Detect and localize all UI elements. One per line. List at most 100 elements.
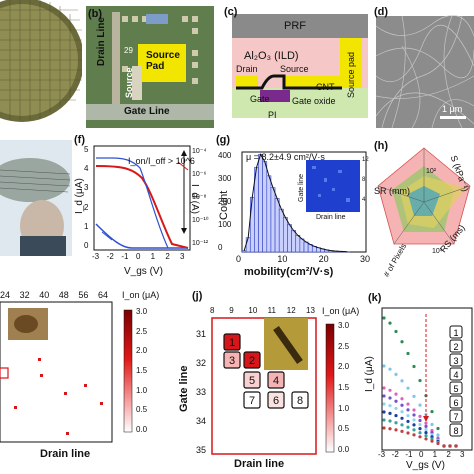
k-data-point — [412, 423, 416, 427]
k-x-tick: 0 — [419, 450, 424, 459]
k-data-point — [454, 444, 458, 448]
k-data-point — [430, 410, 434, 414]
k-data-point — [418, 435, 422, 439]
mobility-annotation: μ = 8.2±4.9 cm²/V·s — [246, 152, 325, 162]
k-data-point — [412, 433, 416, 437]
k-data-point — [388, 411, 392, 415]
histogram-bar — [295, 235, 301, 253]
gate-line-label: Gate Line — [124, 106, 170, 117]
i-colorbar-title: I_on (μA) — [122, 290, 160, 300]
k-data-point — [406, 351, 410, 356]
f-right-y-tick: 10⁻⁶ — [192, 171, 207, 178]
wafer-photo — [0, 0, 82, 132]
k-data-point — [424, 427, 428, 432]
pixel-layout-image — [86, 6, 214, 128]
prf-layer — [232, 14, 368, 38]
i-colorbar-tick: 1.5 — [136, 366, 148, 375]
j-cell-box — [267, 391, 285, 409]
f-y-tick: 3 — [84, 183, 89, 193]
g-xlabel: mobility(cm²/V·s) — [244, 266, 334, 278]
panel-b-label: (b) — [88, 8, 103, 20]
f-x-tick: 0 — [136, 252, 141, 261]
pad-number: 29 — [124, 46, 133, 55]
k-data-point — [388, 404, 392, 408]
j-xlabel: Drain line — [234, 458, 285, 470]
k-x-tick: -3 — [378, 450, 386, 459]
k-data-point — [448, 444, 452, 448]
cnt-layer — [236, 74, 342, 90]
k-data-point — [400, 410, 404, 414]
f-xlabel: V_gs (V) — [124, 266, 163, 277]
k-ylabel: I_d (μA) — [364, 356, 375, 392]
cnt-label: CNT — [316, 82, 335, 92]
j-y-tick: 34 — [196, 416, 207, 426]
j-cell-number: 8 — [297, 395, 303, 407]
i-active-pixels — [14, 358, 103, 435]
i-xlabel: Drain line — [40, 448, 91, 460]
panel-d-label: (d) — [374, 6, 389, 18]
j-x-tick: 12 — [286, 306, 296, 315]
k-legend-label: 6 — [453, 398, 458, 408]
k-data-point — [436, 426, 440, 431]
k-data-point — [382, 410, 386, 414]
histogram-bar — [258, 154, 263, 253]
j-cell-number: 5 — [249, 375, 255, 387]
panel-h: (h) S (kPa⁻¹) RS (ms) # of Pixels SR (mm… — [374, 132, 474, 284]
i-x-tick: 64 — [98, 290, 109, 300]
k-data-point — [418, 379, 422, 383]
k-data-point — [382, 316, 386, 320]
k-data-point — [388, 419, 392, 423]
k-data-point — [382, 394, 386, 398]
i-colorbar-tick: 0.0 — [136, 425, 148, 434]
k-x-tick: -1 — [405, 450, 413, 459]
k-data-point — [394, 413, 398, 418]
source-pad-label-c: Source pad — [346, 51, 356, 98]
k-data-point — [418, 414, 422, 418]
cnt-network-sem — [375, 15, 474, 128]
g-inset-xlabel: Drain line — [316, 214, 346, 221]
radar-axis-sr: SR (mm) — [374, 186, 410, 196]
k-data-point — [418, 431, 422, 435]
j-colorbar-title: I_on (μA) — [322, 306, 360, 316]
k-data-point — [436, 441, 440, 446]
ion-zoom-map: 1 2 3 4 5 6 7 8 — [211, 317, 335, 455]
k-data-point — [412, 364, 416, 369]
k-data-point — [382, 426, 386, 430]
i-x-tick: 24 — [0, 290, 11, 300]
panel-e-photo — [0, 140, 72, 256]
drain-line-trace — [112, 12, 120, 112]
flexible-device-photo — [0, 140, 72, 256]
i-x-tick: 32 — [19, 290, 30, 300]
j-cell-box — [243, 351, 261, 369]
j-cell-number: 3 — [229, 355, 235, 367]
f-right-y-tick: 10⁻¹⁰ — [192, 217, 209, 224]
k-legend-box — [449, 325, 463, 339]
j-cell-number: 1 — [229, 337, 235, 349]
g-x-tick: 10 — [277, 254, 288, 264]
f-y-tick: 1 — [84, 221, 89, 231]
j-cell-box — [243, 371, 261, 389]
k-legend-box — [449, 367, 463, 381]
device-cross-section — [232, 14, 368, 118]
k-legend-box — [449, 423, 463, 437]
pixel-transfer-curves: 1 2 3 4 5 6 7 8 — [381, 307, 473, 451]
panel-f: (f) I_on/I_off > 10^6 I_d (μA) I_d (A) V… — [72, 132, 214, 284]
pi-label: PI — [268, 110, 277, 120]
k-data-point — [418, 422, 422, 427]
j-cell-box — [223, 351, 241, 369]
radar-tick-bottom: 10⁴ — [432, 248, 443, 255]
k-data-point — [424, 437, 428, 441]
j-y-tick: 32 — [196, 358, 207, 368]
k-data-point — [406, 402, 410, 406]
j-x-tick: 8 — [210, 306, 215, 315]
k-data-point — [394, 428, 398, 432]
g-x-tick: 0 — [236, 254, 242, 264]
j-cell-number: 2 — [249, 355, 255, 367]
pi-layer — [232, 88, 368, 118]
k-data-point — [412, 408, 416, 412]
k-data-point — [400, 397, 404, 401]
g-inset-ylabel: Gate line — [298, 173, 305, 202]
k-legend-box — [449, 409, 463, 423]
